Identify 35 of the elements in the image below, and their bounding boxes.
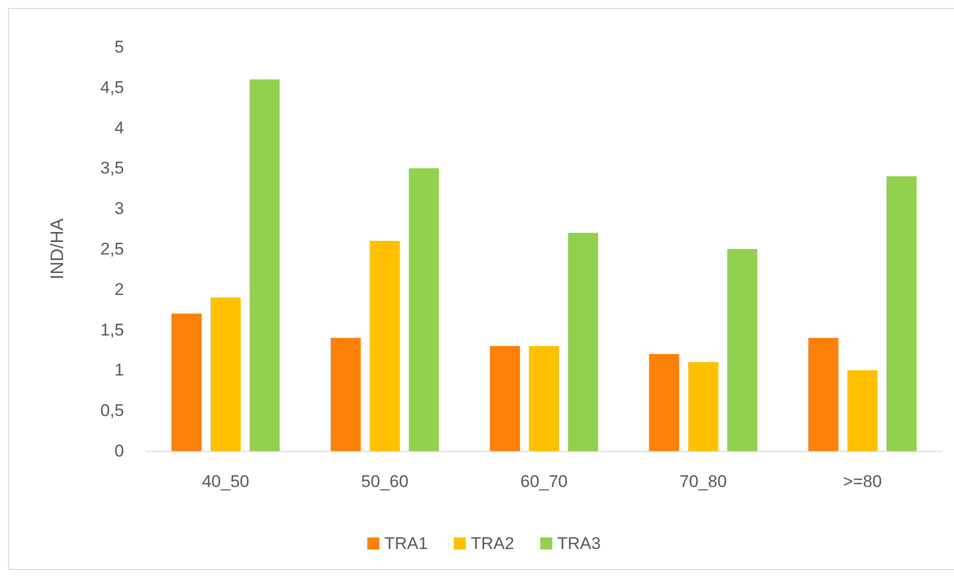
x-tick-label: 60_70 [520,472,568,491]
bar [250,79,280,451]
y-tick-label: 3 [114,199,124,218]
bar [568,232,598,451]
bar [808,338,838,451]
legend-label: TRA1 [384,534,428,553]
x-tick-label: 40_50 [202,472,250,491]
bar [171,314,202,451]
bar [210,297,241,451]
y-tick-label: 5 [114,38,124,56]
x-tick-label: 50_60 [361,472,408,491]
x-tick-label: >=80 [843,472,882,491]
y-tick-label: 2,5 [100,240,124,258]
y-tick-label: 0,5 [100,401,124,420]
y-tick-label: 4,5 [100,78,124,97]
bar [528,346,560,451]
y-axis-title: IND/HA [47,218,67,280]
legend-label: TRA2 [470,534,514,553]
bar [490,346,520,451]
y-tick-label: 1 [114,360,124,380]
bar [727,249,758,451]
bar [408,168,439,451]
y-tick-label: 0 [114,442,124,460]
bar [330,338,361,451]
y-tick-label: 3,5 [100,158,124,178]
y-tick-label: 1,5 [100,320,124,340]
bar [370,240,400,451]
bar [847,370,878,451]
bar [649,354,680,451]
legend-label: TRA3 [557,534,601,553]
y-tick-label: 4 [114,118,124,138]
x-tick-label: 70_80 [680,472,727,491]
bar [886,176,917,451]
y-tick-label: 2 [114,280,124,299]
bar [688,362,718,451]
